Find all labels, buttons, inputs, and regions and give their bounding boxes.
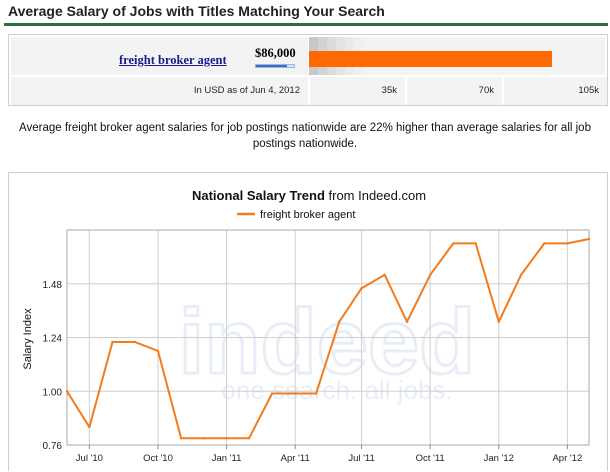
y-tick-label: 0.76 (43, 441, 63, 452)
data-point (270, 392, 274, 395)
x-tick-label: Oct '10 (143, 453, 173, 464)
data-point (88, 425, 91, 429)
data-point (428, 273, 432, 276)
data-point (587, 237, 591, 241)
mini-salary-bar-fill (256, 65, 288, 67)
data-point (405, 320, 409, 324)
scale-label-35k: 35k (310, 77, 405, 105)
y-tick-label: 1.48 (43, 280, 63, 291)
data-point (452, 242, 455, 245)
x-tick-label: Jan '11 (212, 453, 242, 464)
salary-bar-fill (309, 51, 552, 67)
watermark-logo-text: indeed (179, 291, 475, 393)
data-point (337, 320, 341, 324)
data-point (179, 437, 183, 440)
salary-trend-chart: indeed one search. all jobs. National Sal… (8, 172, 608, 471)
chart-title-rest: from Indeed.com (325, 188, 426, 203)
salary-bar-track (309, 51, 605, 67)
plot-frame (66, 229, 590, 446)
x-tick-label: Jul '11 (348, 453, 374, 464)
scale-label-70k: 70k (407, 77, 502, 105)
job-title-link[interactable]: freight broker agent (119, 53, 227, 67)
data-point (474, 242, 477, 245)
series-line (66, 238, 590, 440)
salary-bar-area (309, 37, 605, 75)
salary-table: freight broker agent $86,000 In USD as o… (8, 34, 608, 106)
data-point (225, 437, 228, 440)
x-tick-label: Jul '10 (76, 453, 103, 464)
chart-title: National Salary Trend from Indeed.com (192, 188, 426, 203)
header-divider (4, 23, 608, 26)
data-point (543, 242, 546, 245)
data-point (314, 392, 318, 395)
legend-label: freight broker agent (260, 209, 355, 221)
data-point (497, 320, 500, 324)
chart-title-bold: National Salary Trend (192, 188, 325, 203)
salary-row-left: freight broker agent $86,000 (11, 37, 308, 75)
salary-scale-row: In USD as of Jun 4, 2012 35k 70k 105k (11, 77, 607, 105)
scale-label-105k: 105k (504, 77, 607, 105)
salary-value: $86,000 (255, 46, 296, 60)
y-tick-label: 1.24 (43, 334, 63, 345)
mini-salary-bar (255, 64, 295, 68)
data-point (65, 390, 69, 393)
y-axis-label: Salary Index (22, 308, 34, 370)
data-point (519, 273, 523, 276)
watermark-tagline: one search. all jobs. (221, 375, 452, 405)
x-tick-label: Apr '11 (281, 453, 310, 464)
data-point (202, 437, 205, 440)
data-point (156, 349, 160, 353)
salary-summary: Average freight broker agent salaries fo… (19, 122, 591, 150)
data-point (133, 340, 137, 344)
x-tick-label: Apr '12 (552, 453, 582, 464)
data-point (383, 273, 386, 276)
data-point (360, 287, 363, 290)
page-title: Average Salary of Jobs with Titles Match… (8, 3, 385, 19)
y-tick-label: 1.00 (43, 387, 63, 398)
data-point (566, 242, 569, 245)
chart-legend: freight broker agent (237, 209, 355, 221)
data-point (111, 340, 114, 344)
data-point (247, 437, 251, 440)
x-tick-label: Oct '11 (416, 453, 445, 464)
currency-note: In USD as of Jun 4, 2012 (11, 77, 308, 105)
x-tick-label: Jan '12 (484, 453, 514, 464)
data-point (293, 392, 297, 395)
